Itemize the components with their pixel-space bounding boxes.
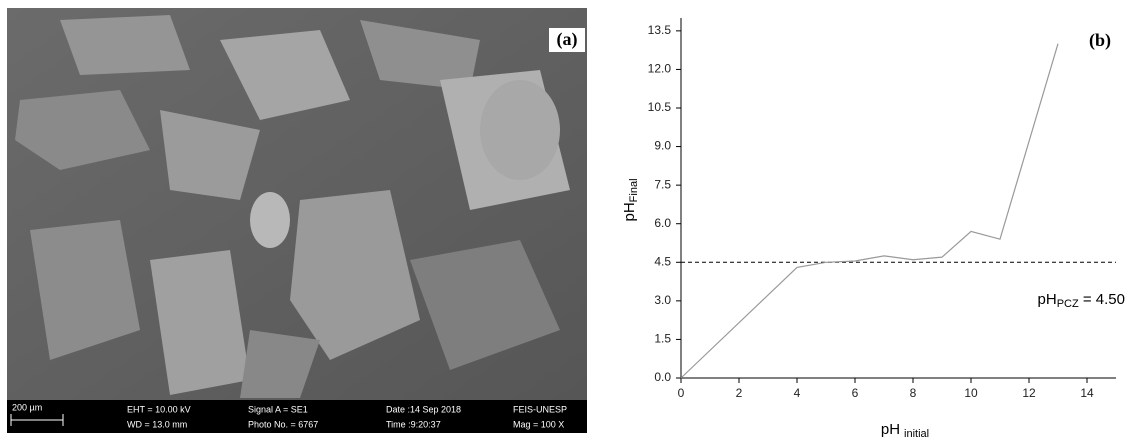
y-tick-label: 4.5 (654, 254, 671, 268)
x-axis-label: pH initial (881, 421, 929, 440)
y-axis-label-main: pH (621, 202, 638, 221)
x-tick-label: 8 (910, 386, 917, 400)
reference-label: pHPCZ = 4.50 (1038, 291, 1125, 310)
info: Mag = 100 X (513, 419, 564, 429)
x-tick-label: 4 (794, 386, 801, 400)
y-tick-label: 13.5 (648, 23, 672, 37)
figure: 200 µm EHT = 10.00 kV WD = 13.0 mm Signa… (0, 0, 1131, 440)
y-axis-label-sub: Final (628, 178, 640, 202)
y-tick-label: 9.0 (654, 139, 671, 153)
info: Signal A = SE1 (248, 404, 308, 414)
y-tick-label: 3.0 (654, 293, 671, 307)
reference-label-sub: PCZ (1057, 298, 1079, 310)
sem-image: 200 µm EHT = 10.00 kV WD = 13.0 mm Signa… (7, 8, 587, 433)
panel-label: (b) (1089, 30, 1111, 51)
y-tick-label: 0.0 (654, 370, 671, 384)
info: Time :9:20:37 (386, 419, 441, 429)
x-tick-label: 2 (736, 386, 743, 400)
figure-svg: 200 µm EHT = 10.00 kV WD = 13.0 mm Signa… (0, 0, 1131, 440)
info: FEIS-UNESP (513, 404, 567, 414)
reference-label-main: pH (1038, 291, 1057, 308)
x-axis-label-main: pH (881, 421, 900, 438)
data-line (681, 44, 1058, 378)
y-axis-label: pHFinal (621, 178, 640, 221)
info: Date :14 Sep 2018 (386, 404, 461, 414)
scale-bar: 200 µm (12, 402, 42, 412)
info: EHT = 10.00 kV (127, 404, 191, 414)
x-tick-label: 6 (852, 386, 859, 400)
x-tick-label: 10 (964, 386, 978, 400)
y-tick-label: 12.0 (648, 62, 672, 76)
y-tick-label: 6.0 (654, 216, 671, 230)
x-tick-label: 12 (1022, 386, 1036, 400)
y-tick-label: 7.5 (654, 177, 671, 191)
y-tick-label: 1.5 (654, 332, 671, 346)
y-tick-label: 10.5 (648, 100, 672, 114)
x-axis-label-sub: initial (904, 428, 929, 440)
x-tick-label: 0 (678, 386, 685, 400)
info: WD = 13.0 mm (127, 419, 187, 429)
x-tick-label: 14 (1080, 386, 1094, 400)
panel-label: (a) (557, 29, 578, 50)
info: Photo No. = 6767 (248, 419, 318, 429)
reference-label-rest: = 4.50 (1079, 291, 1125, 308)
